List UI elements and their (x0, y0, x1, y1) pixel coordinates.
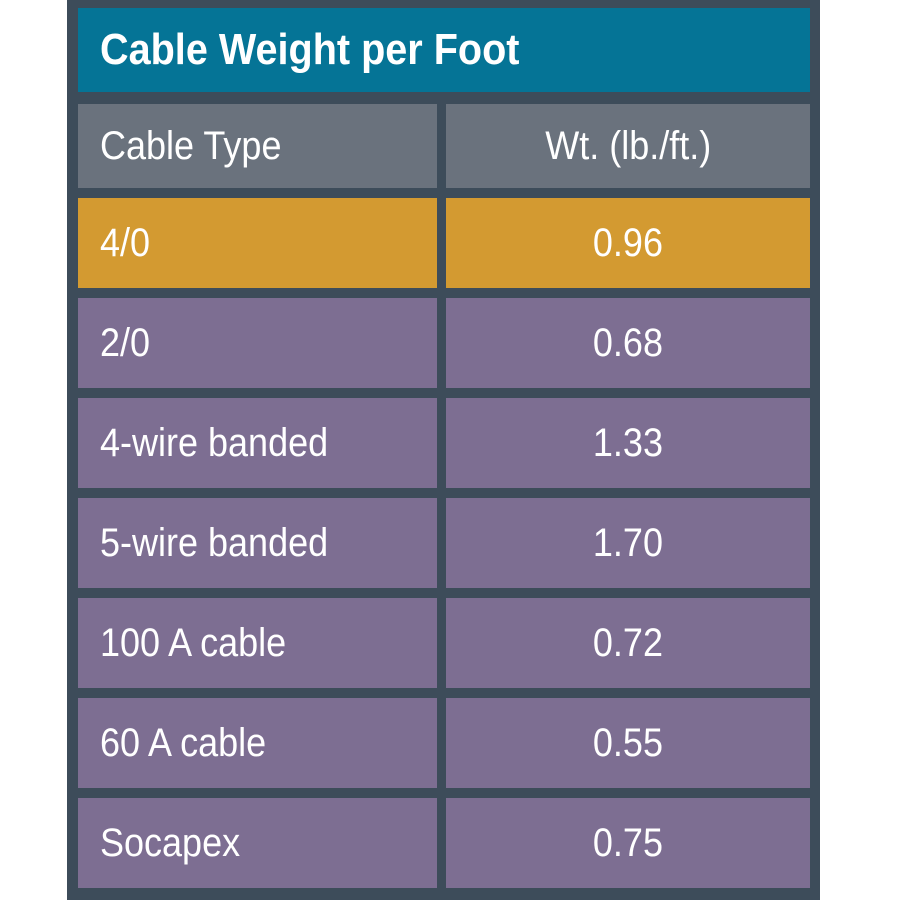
cable-type-cell: Socapex (78, 798, 437, 888)
weight-cell: 1.70 (446, 498, 810, 588)
table-title: Cable Weight per Foot (100, 25, 520, 74)
weight-value: 0.55 (592, 720, 664, 765)
cable-type-value: 100 A cable (100, 620, 287, 665)
column-header-row: Cable Type Wt. (lb./ft.) (78, 104, 810, 188)
weight-value: 1.70 (592, 520, 664, 565)
header-cell-cable-type: Cable Type (78, 104, 437, 188)
table-row: Socapex 0.75 (78, 798, 810, 888)
header-label-cable-type: Cable Type (100, 123, 282, 168)
cable-type-cell: 4/0 (78, 198, 437, 288)
cable-type-value: 4/0 (100, 220, 151, 265)
weight-cell: 0.72 (446, 598, 810, 688)
weight-value: 0.96 (592, 220, 664, 265)
weight-cell: 0.68 (446, 298, 810, 388)
cable-type-value: 2/0 (100, 320, 151, 365)
cable-type-cell: 5-wire banded (78, 498, 437, 588)
header-label-weight: Wt. (lb./ft.) (545, 123, 711, 168)
table-row: 4/0 0.96 (78, 198, 810, 288)
header-cell-weight: Wt. (lb./ft.) (446, 104, 810, 188)
weight-value: 0.75 (592, 820, 664, 865)
cable-type-cell: 60 A cable (78, 698, 437, 788)
weight-value: 0.68 (592, 320, 664, 365)
cable-type-value: 60 A cable (100, 720, 267, 765)
weight-value: 1.33 (592, 420, 664, 465)
weight-value: 0.72 (592, 620, 664, 665)
cable-type-cell: 2/0 (78, 298, 437, 388)
table-row: 5-wire banded 1.70 (78, 498, 810, 588)
table-row: 100 A cable 0.72 (78, 598, 810, 688)
weight-cell: 0.55 (446, 698, 810, 788)
cable-type-value: 4-wire banded (100, 420, 329, 465)
weight-table: Cable Weight per Foot Cable Type Wt. (lb… (67, 0, 820, 900)
cable-type-cell: 4-wire banded (78, 398, 437, 488)
cable-type-cell: 100 A cable (78, 598, 437, 688)
weight-cell: 0.96 (446, 198, 810, 288)
table-row: 60 A cable 0.55 (78, 698, 810, 788)
cable-type-value: Socapex (100, 820, 241, 865)
table-row: 4-wire banded 1.33 (78, 398, 810, 488)
cable-type-value: 5-wire banded (100, 520, 329, 565)
table-row: 2/0 0.68 (78, 298, 810, 388)
table-title-bar: Cable Weight per Foot (78, 8, 810, 92)
weight-cell: 0.75 (446, 798, 810, 888)
weight-cell: 1.33 (446, 398, 810, 488)
